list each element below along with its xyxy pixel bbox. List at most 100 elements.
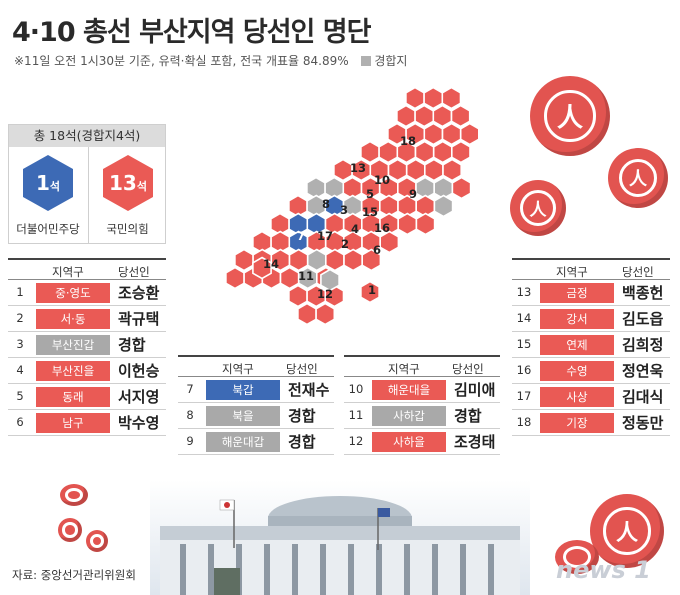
map-district-label: 17 xyxy=(317,229,333,243)
winner-name: 경합 xyxy=(454,407,482,425)
district-name: 서·동 xyxy=(36,309,110,329)
district-hex-cell xyxy=(320,268,340,292)
district-number: 17 xyxy=(516,389,532,403)
district-hex-cell xyxy=(414,104,435,128)
map-district-label: 6 xyxy=(373,243,381,257)
source-credit: 자료: 중앙선거관리위원회 xyxy=(12,568,136,582)
winner-name: 김희정 xyxy=(622,336,664,354)
table-row: 16 수영 정연욱 xyxy=(512,358,670,384)
district-number: 8 xyxy=(186,408,194,422)
national-assembly-illustration xyxy=(150,480,530,595)
winner-name: 전재수 xyxy=(288,381,330,399)
district-name: 부산진갑 xyxy=(36,335,110,355)
district-name: 부산진을 xyxy=(36,361,110,381)
table-row: 5 동래 서지영 xyxy=(8,384,166,410)
ppp-seat-unit: 석 xyxy=(136,180,147,193)
district-name: 강서 xyxy=(540,309,614,329)
ppp-seat-count: 13 xyxy=(109,171,137,195)
district-number: 11 xyxy=(348,408,364,422)
district-hex-cell xyxy=(297,302,317,326)
district-name: 해운대을 xyxy=(372,380,446,400)
table-row: 9 해운대갑 경합 xyxy=(178,429,334,455)
summary-header: 총 18석(경합지4석) xyxy=(9,125,165,147)
district-number: 2 xyxy=(16,311,24,325)
district-hex-cell xyxy=(306,248,327,272)
map-district-label: 14 xyxy=(263,257,279,271)
district-hex-cell xyxy=(396,104,416,128)
map-district-label: 11 xyxy=(298,269,314,283)
table-row: 1 중·영도 조승환 xyxy=(8,280,166,306)
district-number: 3 xyxy=(16,337,24,351)
ballot-stamp-decoration: 人 xyxy=(608,148,668,208)
district-number: 9 xyxy=(186,434,194,448)
map-district-label: 8 xyxy=(322,197,330,211)
district-column-header: 지역구 xyxy=(388,362,420,376)
table-row: 18 기장 정동만 xyxy=(512,410,670,436)
map-district-label: 9 xyxy=(409,187,417,201)
winner-name: 경합 xyxy=(288,433,316,451)
map-district-label: 18 xyxy=(400,134,416,148)
winner-table-1: 지역구 당선인 1 중·영도 조승환 2 서·동 곽규택 3 부산진갑 경합 4 부산진을 이헌승 5 동래 서… xyxy=(8,258,166,436)
winner-table-3: 지역구 당선인 10 해운대을 김미애 11 사하갑 경합 12 사하을 조경태 xyxy=(344,355,500,455)
map-district-label: 13 xyxy=(350,161,366,175)
district-number: 16 xyxy=(516,363,532,377)
district-column-header: 지역구 xyxy=(222,362,254,376)
district-hex-cell xyxy=(415,212,436,236)
seat-summary: 총 18석(경합지4석) 1석 더불어민주당 13석 국민의힘 xyxy=(8,124,166,244)
ballot-stamp-decoration xyxy=(58,518,82,542)
district-column-header: 지역구 xyxy=(52,265,84,279)
district-hex-cell xyxy=(360,280,380,304)
district-number: 1 xyxy=(16,285,24,299)
district-hex-cell xyxy=(441,86,462,110)
district-hex-cell xyxy=(414,140,435,164)
district-name: 사하을 xyxy=(372,432,446,452)
district-hex-cell xyxy=(315,302,336,326)
table-header: 지역구 당선인 xyxy=(344,355,500,377)
winner-column-header: 당선인 xyxy=(452,362,484,376)
district-hex-cell xyxy=(324,248,345,272)
ballot-stamp-decoration: 人 xyxy=(510,180,566,236)
winner-name: 곽규택 xyxy=(118,310,160,328)
table-row: 14 강서 김도읍 xyxy=(512,306,670,332)
party-ppp: 13석 국민의힘 xyxy=(88,147,166,244)
democratic-party-name: 더불어민주당 xyxy=(16,222,80,236)
winner-name: 정동만 xyxy=(622,414,664,432)
district-hex-cell xyxy=(423,86,444,110)
map-district-label: 5 xyxy=(366,187,374,201)
district-number: 18 xyxy=(516,415,532,429)
winner-column-header: 당선인 xyxy=(118,265,150,279)
district-hex-cell xyxy=(450,140,471,164)
district-number: 6 xyxy=(16,415,24,429)
district-hex-cell xyxy=(378,140,399,164)
map-district-label: 7 xyxy=(297,229,305,243)
table-row: 10 해운대을 김미애 xyxy=(344,377,500,403)
winner-name: 경합 xyxy=(288,407,316,425)
winner-name: 백종헌 xyxy=(622,284,664,302)
table-row: 13 금정 백종헌 xyxy=(512,280,670,306)
district-hex-cell xyxy=(442,158,463,182)
winner-table-2: 지역구 당선인 7 북갑 전재수 8 북을 경합 9 해운대갑 경합 xyxy=(178,355,334,455)
district-hex-cell xyxy=(451,176,472,200)
ballot-stamp-decoration: 人 xyxy=(530,76,610,156)
winner-name: 경합 xyxy=(118,336,146,354)
district-hex-cell xyxy=(459,122,480,146)
district-hex-cell xyxy=(405,158,426,182)
district-name: 연제 xyxy=(540,335,614,355)
district-name: 동래 xyxy=(36,387,110,407)
district-hex-cell xyxy=(432,104,453,128)
district-hex-cell xyxy=(360,140,380,164)
district-hex-cell xyxy=(433,194,454,218)
table-header: 지역구 당선인 xyxy=(178,355,334,377)
district-hex-cell xyxy=(288,248,309,272)
district-hex-cell xyxy=(397,212,418,236)
winner-name: 김미애 xyxy=(454,381,496,399)
democratic-seat-unit: 석 xyxy=(49,180,61,193)
district-number: 15 xyxy=(516,337,532,351)
district-number: 13 xyxy=(516,285,532,299)
district-hex-cell xyxy=(405,86,425,110)
map-district-label: 15 xyxy=(362,205,378,219)
district-number: 5 xyxy=(16,389,24,403)
party-democratic: 1석 더불어민주당 xyxy=(9,147,87,244)
district-name: 사상 xyxy=(540,387,614,407)
